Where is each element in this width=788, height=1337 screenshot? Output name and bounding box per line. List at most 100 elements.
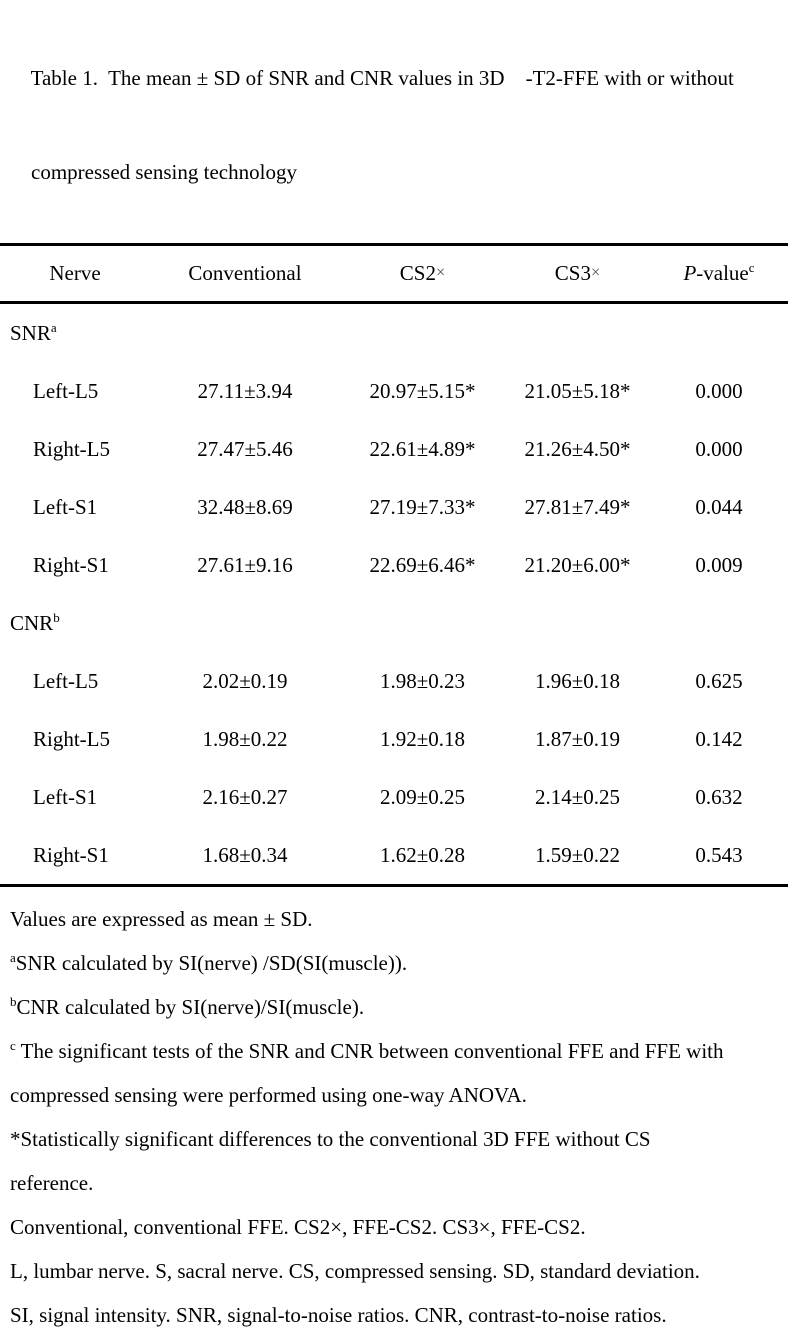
col-header-cs3-label: CS3 [554,261,591,285]
footnote-line: compressed sensing were performed using … [10,1073,778,1117]
col-header-cs3: CS3× [505,244,650,304]
cell-pvalue: 0.142 [695,726,743,751]
cell-cs3: 27.81±7.49* [524,494,631,519]
footnote-marker: a [10,950,16,965]
table-row: Left-L5 27.11±3.94 20.97±5.15* 21.05±5.1… [0,362,788,420]
footnote-line: SI, signal intensity. SNR, signal-to-noi… [10,1293,778,1337]
table-row: Right-S1 27.61±9.16 22.69±6.46* 21.20±6.… [0,536,788,594]
section-sup: b [53,609,60,625]
footnote-line: c The significant tests of the SNR and C… [10,1029,778,1073]
cell-conventional: 27.47±5.46 [197,436,293,461]
footnote-text: L, lumbar nerve. S, sacral nerve. CS, co… [10,1259,700,1283]
cell-cs2: 20.97±5.15* [369,378,476,403]
caption-line-2: compressed sensing technology [31,160,297,184]
section-row-cnr: CNRb [0,594,788,652]
col-header-pvalue-rest: -value [696,261,749,285]
multiplication-sign: × [435,262,446,282]
cell-nerve: Right-L5 [33,726,110,751]
footnote-line: aSNR calculated by SI(nerve) /SD(SI(musc… [10,941,778,985]
cell-pvalue: 0.044 [695,494,743,519]
cell-conventional: 2.16±0.27 [202,784,288,809]
cell-nerve: Left-S1 [33,494,98,519]
col-header-cs2-label: CS2 [399,261,436,285]
cell-pvalue: 0.625 [695,668,743,693]
col-header-cs2: CS2× [340,244,505,304]
footnote-marker: b [10,994,17,1009]
cell-cs2: 1.62±0.28 [379,842,466,867]
footnote-line: *Statistically significant differences t… [10,1117,778,1161]
col-header-conventional: Conventional [150,244,340,304]
cell-cs3: 21.26±4.50* [524,436,631,461]
footnote-text: compressed sensing were performed using … [10,1083,527,1107]
section-sup: a [50,319,57,335]
table-row: Left-L5 2.02±0.19 1.98±0.23 1.96±0.18 0.… [0,652,788,710]
cell-nerve: Right-L5 [33,436,110,461]
cell-cs3: 1.59±0.22 [534,842,621,867]
header-row: Nerve Conventional CS2× CS3× P-valuec [0,244,788,304]
cell-nerve: Left-L5 [33,378,99,403]
cell-conventional: 27.11±3.94 [197,378,293,403]
col-header-pvalue-sup: c [748,260,755,275]
table-row: Right-L5 1.98±0.22 1.92±0.18 1.87±0.19 0… [0,710,788,768]
section-label-text: CNR [10,610,54,635]
cell-nerve: Left-S1 [33,784,98,809]
data-table: Nerve Conventional CS2× CS3× P-valuec SN… [0,243,788,887]
cell-cs3: 2.14±0.25 [534,784,621,809]
cell-nerve: Right-S1 [33,842,109,867]
cell-conventional: 2.02±0.19 [202,668,288,693]
cell-cs3: 21.20±6.00* [524,552,631,577]
cell-cs2: 22.69±6.46* [369,552,476,577]
cell-conventional: 32.48±8.69 [197,494,293,519]
section-label-cnr: CNRb [0,594,788,652]
footnote-text: SNR calculated by SI(nerve) /SD(SI(muscl… [15,951,408,975]
footnote-text: Values are expressed as mean ± SD. [10,907,313,931]
cell-conventional: 1.98±0.22 [202,726,288,751]
cell-pvalue: 0.009 [695,552,743,577]
cell-cs3: 1.96±0.18 [534,668,621,693]
cell-pvalue: 0.000 [695,436,743,461]
table-row: Left-S1 2.16±0.27 2.09±0.25 2.14±0.25 0.… [0,768,788,826]
cell-cs2: 22.61±4.89* [369,436,476,461]
col-header-conventional-label: Conventional [188,261,302,285]
cell-nerve: Right-S1 [33,552,109,577]
footnote-text: CNR calculated by SI(nerve)/SI(muscle). [16,995,365,1019]
col-header-pvalue: P-valuec [650,244,788,304]
table-row: Left-S1 32.48±8.69 27.19±7.33* 27.81±7.4… [0,478,788,536]
caption-line-1: Table 1. The mean ± SD of SNR and CNR va… [30,66,734,90]
cell-pvalue: 0.000 [695,378,743,403]
table-caption: Table 1. The mean ± SD of SNR and CNR va… [0,0,788,243]
cell-cs3: 21.05±5.18* [524,378,631,403]
footnote-text: The significant tests of the SNR and CNR… [15,1039,724,1063]
footnote-text: *Statistically significant differences t… [10,1127,651,1151]
cell-cs2: 1.92±0.18 [379,726,466,751]
footnotes: Values are expressed as mean ± SD. aSNR … [0,887,788,1337]
cell-cs2: 27.19±7.33* [369,494,476,519]
cell-conventional: 27.61±9.16 [197,552,293,577]
cell-pvalue: 0.632 [695,784,743,809]
footnote-text: reference. [10,1171,94,1195]
col-header-nerve: Nerve [0,244,150,304]
footnote-line: Conventional, conventional FFE. CS2×, FF… [10,1205,778,1249]
footnote-text: Conventional, conventional FFE. CS2×, FF… [10,1215,586,1239]
footnote-line: L, lumbar nerve. S, sacral nerve. CS, co… [10,1249,778,1293]
multiplication-sign: × [590,262,601,282]
col-header-nerve-label: Nerve [49,261,101,285]
cell-conventional: 1.68±0.34 [202,842,288,867]
footnote-marker: c [10,1038,16,1053]
section-row-snr: SNRa [0,303,788,363]
section-label-snr: SNRa [0,303,788,363]
cell-cs2: 1.98±0.23 [379,668,466,693]
col-header-pvalue-italic: P [683,261,697,285]
cell-cs2: 2.09±0.25 [379,784,466,809]
footnote-text: SI, signal intensity. SNR, signal-to-noi… [10,1303,667,1327]
cell-cs3: 1.87±0.19 [534,726,621,751]
table-row: Right-L5 27.47±5.46 22.61±4.89* 21.26±4.… [0,420,788,478]
footnote-line: bCNR calculated by SI(nerve)/SI(muscle). [10,985,778,1029]
cell-pvalue: 0.543 [695,842,743,867]
cell-nerve: Left-L5 [33,668,99,693]
table-row: Right-S1 1.68±0.34 1.62±0.28 1.59±0.22 0… [0,826,788,886]
footnote-line: Values are expressed as mean ± SD. [10,897,778,941]
section-label-text: SNR [10,320,51,345]
footnote-line: reference. [10,1161,778,1205]
